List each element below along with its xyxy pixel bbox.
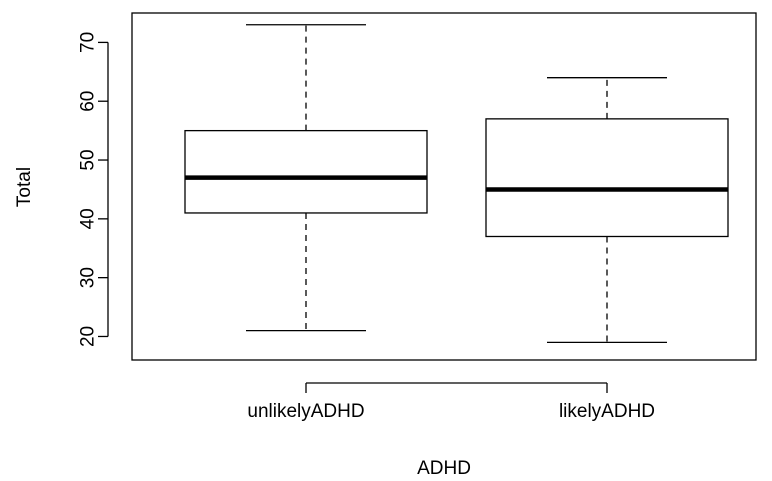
plot-frame [131,12,757,361]
y-tick-label: 20 [78,326,99,347]
box-unlikelyADHD [184,24,428,332]
y-axis: 20 30 40 50 60 70 [78,32,109,347]
x-axis: unlikelyADHD likelyADHD [247,382,655,422]
y-tick-label: 40 [78,208,99,229]
y-tick-label: 30 [78,267,99,288]
box-likelyADHD [485,77,729,344]
x-tick-label-likelyADHD: likelyADHD [559,401,655,422]
iqr-box [485,118,729,238]
y-tick-label: 70 [78,32,99,53]
y-axis-title: Total [14,167,35,207]
x-tick-label-unlikelyADHD: unlikelyADHD [247,401,364,422]
y-tick-label: 50 [78,149,99,170]
iqr-box [184,129,428,214]
y-tick-label: 60 [78,91,99,112]
x-axis-title: ADHD [417,458,471,479]
boxes [184,24,729,344]
